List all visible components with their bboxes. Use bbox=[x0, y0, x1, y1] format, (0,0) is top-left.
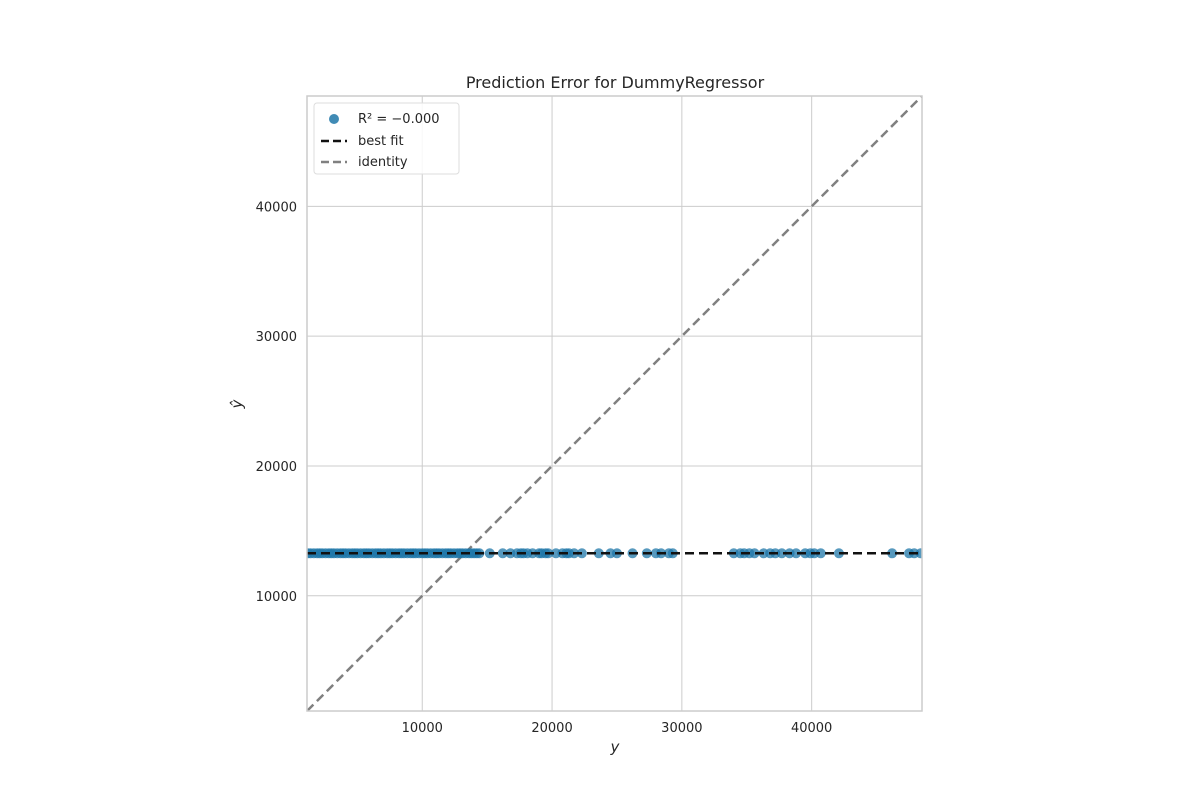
x-tick-label: 10000 bbox=[402, 721, 443, 736]
data-point bbox=[833, 548, 844, 559]
identity-line bbox=[307, 96, 922, 711]
legend: R² = −0.000 best fit identity bbox=[313, 102, 460, 175]
x-tick-labels: 10000 20000 30000 40000 bbox=[402, 721, 833, 736]
legend-best-fit-label: best fit bbox=[358, 134, 404, 149]
data-point bbox=[815, 548, 826, 559]
legend-r2-label: R² = −0.000 bbox=[358, 112, 440, 127]
legend-box bbox=[313, 102, 460, 175]
data-point bbox=[593, 548, 604, 559]
y-axis-label: ŷ bbox=[228, 398, 246, 409]
y-tick-label: 40000 bbox=[256, 200, 297, 215]
x-tick-label: 40000 bbox=[791, 721, 832, 736]
y-tick-label: 30000 bbox=[256, 330, 297, 345]
plot-border bbox=[306, 95, 923, 712]
data-point bbox=[915, 548, 922, 559]
grid-lines bbox=[307, 96, 922, 711]
x-tick-label: 20000 bbox=[531, 721, 572, 736]
identity-line-layer bbox=[307, 96, 922, 711]
x-tick-label: 30000 bbox=[661, 721, 702, 736]
data-point bbox=[887, 548, 898, 559]
chart-title: Prediction Error for DummyRegressor bbox=[466, 73, 765, 92]
x-axis-label: y bbox=[610, 738, 621, 756]
data-point bbox=[776, 548, 787, 559]
y-tick-label: 10000 bbox=[256, 590, 297, 605]
legend-identity-label: identity bbox=[358, 155, 408, 170]
y-tick-labels: 10000 20000 30000 40000 bbox=[256, 200, 297, 604]
data-point bbox=[791, 548, 802, 559]
data-point bbox=[749, 548, 760, 559]
y-tick-label: 20000 bbox=[256, 460, 297, 475]
data-point bbox=[497, 548, 508, 559]
plot-frame bbox=[306, 95, 923, 712]
legend-r2-marker bbox=[329, 114, 339, 124]
